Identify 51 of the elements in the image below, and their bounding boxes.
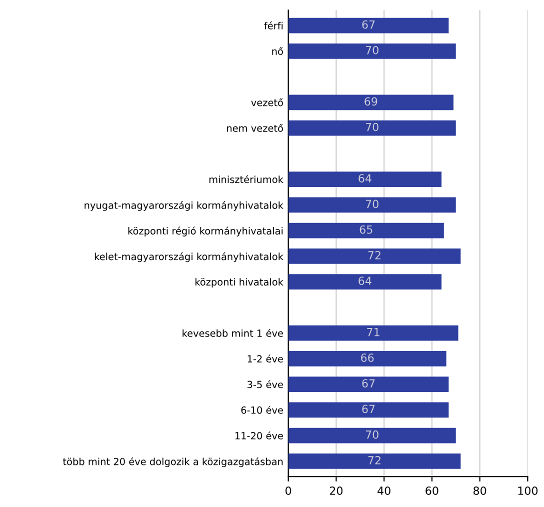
y-tick-label: 6-10 éve — [241, 406, 283, 414]
data-label: 66 — [361, 354, 374, 362]
bar — [288, 172, 442, 187]
data-label: 64 — [358, 276, 372, 286]
data-label: 67 — [362, 20, 375, 29]
bar — [288, 274, 442, 290]
bar — [288, 325, 458, 341]
bar — [288, 18, 449, 34]
bar — [288, 94, 454, 110]
bar — [288, 248, 461, 264]
data-label: 71 — [367, 328, 380, 336]
y-tick-label: vezető — [251, 98, 283, 106]
y-tick-label: 11-20 éve — [235, 431, 283, 440]
data-label: 72 — [368, 456, 380, 464]
y-tick-label: minisztériumok — [209, 175, 284, 184]
bar — [288, 351, 446, 366]
bar — [288, 454, 461, 469]
data-label: 70 — [366, 46, 378, 54]
y-tick-label: kevesebb mint 1 éve — [182, 328, 283, 337]
x-tick-label: 0 — [286, 486, 292, 495]
data-label: 64 — [358, 174, 372, 183]
data-label: 65 — [360, 225, 372, 234]
data-label: 69 — [364, 97, 378, 106]
data-label: 72 — [368, 250, 380, 260]
y-tick-label: nyugat-magyarországi kormányhivatalok — [84, 201, 284, 211]
bar — [288, 222, 444, 238]
y-tick-label: központi régió kormányhivatalai — [128, 226, 283, 236]
y-tick-label: több mint 20 éve dolgozik a közigazgatásban — [62, 457, 283, 468]
bar — [288, 402, 449, 418]
x-tick-label: 60 — [426, 486, 438, 495]
x-tick-label: 40 — [378, 486, 390, 495]
x-tick-label: 100 — [518, 486, 538, 495]
data-label: 70 — [366, 430, 378, 439]
bar — [288, 43, 456, 59]
y-tick-label: férfi — [264, 21, 283, 30]
data-label: 70 — [366, 200, 378, 208]
x-tick-label: 20 — [330, 486, 343, 495]
x-tick-label: 80 — [473, 486, 486, 495]
bar — [288, 376, 449, 392]
data-label: 67 — [362, 379, 375, 388]
data-label: 70 — [366, 122, 378, 132]
y-tick-label: 1-2 éve — [248, 354, 283, 363]
y-tick-label: kelet-magyarországi kormányhivatalok — [94, 252, 284, 262]
bar — [288, 197, 456, 213]
bar — [288, 120, 456, 136]
y-tick-label: 3-5 éve — [248, 380, 283, 388]
bar — [288, 428, 456, 444]
data-label: 67 — [362, 404, 375, 414]
y-tick-label: nem vezető — [227, 124, 283, 132]
y-tick-label: nő — [272, 47, 283, 55]
y-tick-label: központi hivatalok — [196, 278, 284, 288]
